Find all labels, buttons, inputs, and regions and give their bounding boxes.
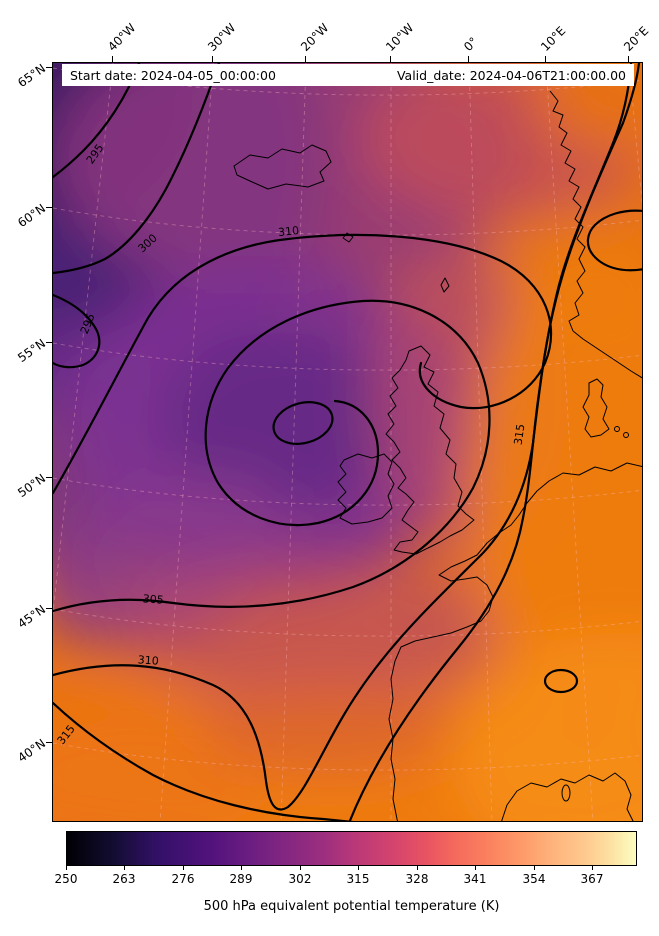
top-tick-mark (212, 56, 213, 62)
colorbar-tick-label: 341 (463, 872, 487, 886)
colorbar-tick-label: 250 (54, 872, 78, 886)
top-tick-label: 10°W (383, 20, 417, 55)
colorbar-caption: 500 hPa equivalent potential temperature… (203, 899, 500, 914)
left-tick-mark (46, 477, 52, 478)
left-tick-mark (46, 67, 52, 68)
start-date-text: Start date: 2024-04-05_00:00:00 (70, 67, 276, 83)
colorbar-tick-label: 354 (522, 872, 546, 886)
contour-label: 310 (137, 653, 159, 667)
colorbar-tick-mark (534, 866, 535, 870)
colorbar-tick-label: 367 (580, 872, 604, 886)
left-tick-label: 40°N (15, 736, 49, 766)
top-tick-label: 10°E (538, 23, 569, 54)
contour-label: 315 (512, 423, 528, 446)
colorbar-tick-mark (358, 866, 359, 870)
left-tick-mark (46, 342, 52, 343)
top-tick-mark (305, 56, 306, 62)
top-tick-label: 0° (461, 34, 481, 54)
colorbar-tick-label: 263 (112, 872, 136, 886)
colorbar-tick-mark (124, 866, 125, 870)
left-tick-label: 55°N (15, 336, 49, 366)
top-tick-mark (545, 56, 546, 62)
colorbar-tick-label: 289 (229, 872, 253, 886)
colorbar-tick-label: 315 (346, 872, 370, 886)
left-tick-label: 65°N (15, 61, 49, 91)
left-tick-mark (46, 608, 52, 609)
top-tick-label: 30°W (205, 20, 239, 55)
colorbar-tick-mark (66, 866, 67, 870)
left-tick-label: 50°N (15, 471, 49, 501)
contour-label: 305 (142, 592, 164, 606)
colorbar-tick-mark (475, 866, 476, 870)
top-tick-mark (390, 56, 391, 62)
map-plot: 295 300 295 310 305 310 315 315 (52, 62, 643, 822)
colorbar-tick-mark (592, 866, 593, 870)
field-fill (53, 63, 642, 821)
contour-lines (53, 63, 642, 821)
left-tick-mark (46, 742, 52, 743)
top-tick-mark (468, 56, 469, 62)
colorbar-tick-mark (300, 866, 301, 870)
top-tick-label: 20°W (298, 20, 332, 55)
colorbar-tick-mark (183, 866, 184, 870)
colorbar (66, 831, 637, 866)
coastlines (233, 90, 642, 821)
valid-date-text: Valid_date: 2024-04-06T21:00:00.00 (396, 67, 626, 83)
colorbar-tick-mark (417, 866, 418, 870)
colorbar-tick-mark (241, 866, 242, 870)
top-tick-mark (112, 56, 113, 62)
top-tick-label: 20°E (621, 23, 652, 54)
graticule (53, 63, 642, 821)
colorbar-tick-label: 276 (171, 872, 195, 886)
title-bar: Start date: 2024-04-05_00:00:00 Valid_da… (62, 64, 634, 86)
top-tick-label: 40°W (105, 20, 139, 55)
top-tick-mark (628, 56, 629, 62)
left-tick-label: 45°N (15, 602, 49, 632)
colorbar-tick-label: 328 (405, 872, 429, 886)
left-tick-mark (46, 207, 52, 208)
colorbar-tick-label: 302 (288, 872, 312, 886)
contour-label: 310 (278, 224, 300, 239)
left-tick-label: 60°N (15, 201, 49, 231)
